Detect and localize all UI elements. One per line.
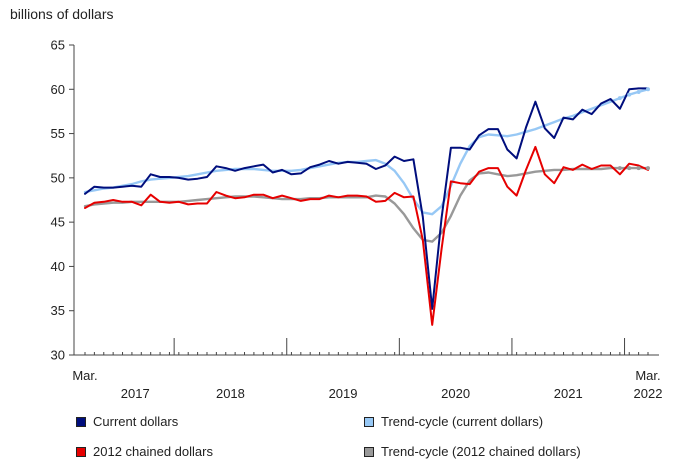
- series-point-trend-cycle-current-dollars: [617, 96, 622, 101]
- series-point-trend-cycle-2012-chained-dollars: [617, 166, 622, 171]
- series-line-trend-cycle-current-dollars: [83, 88, 650, 216]
- x-year-label: 2021: [554, 386, 583, 401]
- y-tick-label: 55: [51, 126, 65, 141]
- series-point-trend-cycle-2012-chained-dollars: [636, 166, 641, 171]
- y-axis-label: billions of dollars: [10, 6, 114, 22]
- y-tick-label: 65: [51, 38, 65, 53]
- series-line-2012-chained-dollars: [84, 145, 649, 326]
- x-end-year-label: 2022: [634, 386, 663, 401]
- series-line-current-dollars: [84, 87, 649, 310]
- x-year-label: 2017: [121, 386, 150, 401]
- series-line-trend-cycle-2012-chained-dollars: [83, 166, 650, 243]
- y-axis: 30 35 40 45 50 55 60 65: [51, 38, 75, 363]
- series-point-trend-cycle-2012-chained-dollars: [627, 166, 632, 171]
- series-point-trend-cycle-current-dollars: [627, 92, 632, 97]
- x-year-label: 2018: [216, 386, 245, 401]
- y-tick-label: 60: [51, 82, 65, 97]
- series-point-trend-cycle-current-dollars: [636, 89, 641, 94]
- series-layer: [83, 87, 650, 326]
- x-end-month-label: Mar.: [635, 368, 660, 383]
- x-start-month-label: Mar.: [72, 368, 97, 383]
- y-tick-label: 45: [51, 215, 65, 230]
- series-point-trend-cycle-current-dollars: [646, 87, 650, 92]
- x-year-label: 2020: [441, 386, 470, 401]
- y-tick-label: 50: [51, 170, 65, 185]
- x-year-label: 2019: [329, 386, 358, 401]
- y-tick-label: 40: [51, 259, 65, 274]
- series-point-trend-cycle-2012-chained-dollars: [646, 166, 650, 171]
- x-axis: 2017 2018 2019 2020 2021: [74, 338, 659, 401]
- y-tick-label: 30: [51, 348, 65, 363]
- y-tick-label: 35: [51, 303, 65, 318]
